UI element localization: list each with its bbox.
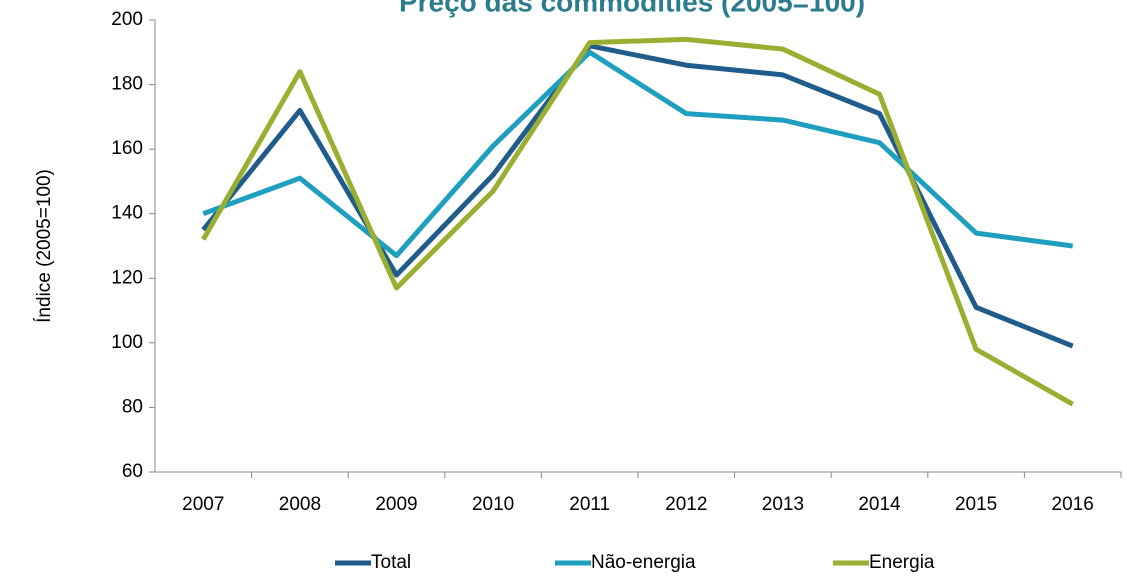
y-tick-label: 100 (111, 332, 143, 353)
x-tick-label: 2007 (182, 494, 224, 515)
x-tick-label: 2013 (762, 494, 804, 515)
line-series (201, 36, 1074, 407)
y-axis-label: Índice (2005=100) (34, 169, 55, 323)
y-tick-label: 60 (122, 461, 143, 482)
x-tick-label: 2010 (472, 494, 514, 515)
x-tick-label: 2016 (1052, 494, 1094, 515)
y-tick-label: 180 (111, 74, 143, 95)
x-tick-label: 2011 (569, 494, 610, 515)
x-tick-label: 2015 (955, 494, 997, 515)
chart-title: Preço das commodities (2005=100) (399, 0, 865, 17)
y-tick-label: 200 (111, 9, 143, 30)
x-tick-label: 2008 (279, 494, 321, 515)
legend-label: Total (371, 552, 411, 573)
y-tick-label: 80 (122, 396, 143, 417)
y-tick-label: 140 (111, 203, 143, 224)
legend-label: Não-energia (591, 552, 696, 573)
line-series (201, 43, 1074, 349)
x-tick-label: 2009 (375, 494, 417, 515)
x-tick-label: 2012 (665, 494, 707, 515)
x-tick-label: 2014 (858, 494, 901, 515)
y-tick-label: 160 (111, 138, 143, 159)
legend-label: Energia (869, 552, 935, 573)
y-tick-label: 120 (111, 267, 143, 288)
line-series (202, 49, 1074, 259)
